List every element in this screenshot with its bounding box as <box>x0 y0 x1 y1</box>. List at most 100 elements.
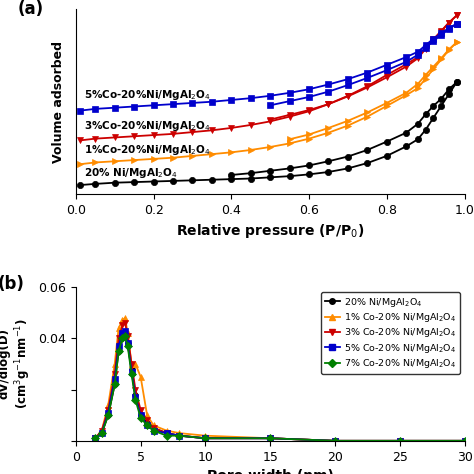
X-axis label: Pore width (nm): Pore width (nm) <box>207 469 334 474</box>
1% Co-20% Ni/MgAl$_2$O$_4$ <box>177 430 182 436</box>
7% Co-20% Ni/MgAl$_2$O$_4$ <box>267 436 273 441</box>
1% Co-20% Ni/MgAl$_2$O$_4$ <box>138 374 144 380</box>
3% Co-20% Ni/MgAl$_2$O$_4$ <box>202 436 208 441</box>
1% Co-20% Ni/MgAl$_2$O$_4$ <box>92 436 98 441</box>
3% Co-20% Ni/MgAl$_2$O$_4$ <box>332 438 338 444</box>
Text: (b): (b) <box>0 275 25 293</box>
1% Co-20% Ni/MgAl$_2$O$_4$ <box>129 361 135 367</box>
7% Co-20% Ni/MgAl$_2$O$_4$ <box>177 433 182 438</box>
Text: 20% Ni/MgAl$_2$O$_4$: 20% Ni/MgAl$_2$O$_4$ <box>83 166 178 180</box>
5% Co-20% Ni/MgAl$_2$O$_4$ <box>119 330 125 336</box>
Text: (a): (a) <box>18 0 44 18</box>
3% Co-20% Ni/MgAl$_2$O$_4$ <box>116 336 121 341</box>
20% Ni/MgAl$_2$O$_4$ <box>332 438 338 444</box>
7% Co-20% Ni/MgAl$_2$O$_4$ <box>99 430 105 436</box>
3% Co-20% Ni/MgAl$_2$O$_4$ <box>105 407 111 413</box>
3% Co-20% Ni/MgAl$_2$O$_4$ <box>144 418 150 423</box>
1% Co-20% Ni/MgAl$_2$O$_4$ <box>164 428 169 433</box>
20% Ni/MgAl$_2$O$_4$ <box>397 438 402 444</box>
20% Ni/MgAl$_2$O$_4$ <box>122 333 128 338</box>
X-axis label: Relative pressure (P/P$_0$): Relative pressure (P/P$_0$) <box>176 222 364 240</box>
7% Co-20% Ni/MgAl$_2$O$_4$ <box>144 423 150 428</box>
7% Co-20% Ni/MgAl$_2$O$_4$ <box>125 343 130 349</box>
1% Co-20% Ni/MgAl$_2$O$_4$ <box>202 433 208 438</box>
20% Ni/MgAl$_2$O$_4$ <box>138 412 144 418</box>
20% Ni/MgAl$_2$O$_4$ <box>105 412 111 418</box>
7% Co-20% Ni/MgAl$_2$O$_4$ <box>332 438 338 444</box>
3% Co-20% Ni/MgAl$_2$O$_4$ <box>462 438 467 444</box>
7% Co-20% Ni/MgAl$_2$O$_4$ <box>133 397 138 402</box>
Line: 3% Co-20% Ni/MgAl$_2$O$_4$: 3% Co-20% Ni/MgAl$_2$O$_4$ <box>92 320 467 444</box>
3% Co-20% Ni/MgAl$_2$O$_4$ <box>177 433 182 438</box>
3% Co-20% Ni/MgAl$_2$O$_4$ <box>129 361 135 367</box>
3% Co-20% Ni/MgAl$_2$O$_4$ <box>267 436 273 441</box>
5% Co-20% Ni/MgAl$_2$O$_4$ <box>129 369 135 374</box>
Y-axis label: dV/dlog(D)
(cm$^3$g$^{-1}$nm$^{-1}$): dV/dlog(D) (cm$^3$g$^{-1}$nm$^{-1}$) <box>0 319 33 410</box>
5% Co-20% Ni/MgAl$_2$O$_4$ <box>332 438 338 444</box>
3% Co-20% Ni/MgAl$_2$O$_4$ <box>125 333 130 338</box>
Text: 5%Co-20%Ni/MgAl$_2$O$_4$: 5%Co-20%Ni/MgAl$_2$O$_4$ <box>83 88 210 102</box>
1% Co-20% Ni/MgAl$_2$O$_4$ <box>267 436 273 441</box>
3% Co-20% Ni/MgAl$_2$O$_4$ <box>92 436 98 441</box>
3% Co-20% Ni/MgAl$_2$O$_4$ <box>122 320 128 326</box>
7% Co-20% Ni/MgAl$_2$O$_4$ <box>129 371 135 377</box>
1% Co-20% Ni/MgAl$_2$O$_4$ <box>332 438 338 444</box>
1% Co-20% Ni/MgAl$_2$O$_4$ <box>119 318 125 323</box>
20% Ni/MgAl$_2$O$_4$ <box>177 433 182 438</box>
3% Co-20% Ni/MgAl$_2$O$_4$ <box>151 425 156 431</box>
5% Co-20% Ni/MgAl$_2$O$_4$ <box>144 423 150 428</box>
5% Co-20% Ni/MgAl$_2$O$_4$ <box>397 438 402 444</box>
1% Co-20% Ni/MgAl$_2$O$_4$ <box>122 315 128 320</box>
5% Co-20% Ni/MgAl$_2$O$_4$ <box>177 433 182 438</box>
7% Co-20% Ni/MgAl$_2$O$_4$ <box>151 428 156 433</box>
7% Co-20% Ni/MgAl$_2$O$_4$ <box>164 433 169 438</box>
20% Ni/MgAl$_2$O$_4$ <box>202 436 208 441</box>
Text: 3%Co-20%Ni/MgAl$_2$O$_4$: 3%Co-20%Ni/MgAl$_2$O$_4$ <box>83 118 210 133</box>
5% Co-20% Ni/MgAl$_2$O$_4$ <box>112 376 118 382</box>
7% Co-20% Ni/MgAl$_2$O$_4$ <box>122 333 128 338</box>
Text: 1%Co-20%Ni/MgAl$_2$O$_4$: 1%Co-20%Ni/MgAl$_2$O$_4$ <box>83 143 210 157</box>
Line: 20% Ni/MgAl$_2$O$_4$: 20% Ni/MgAl$_2$O$_4$ <box>92 333 467 444</box>
5% Co-20% Ni/MgAl$_2$O$_4$ <box>116 343 121 349</box>
3% Co-20% Ni/MgAl$_2$O$_4$ <box>112 371 118 377</box>
5% Co-20% Ni/MgAl$_2$O$_4$ <box>151 428 156 433</box>
5% Co-20% Ni/MgAl$_2$O$_4$ <box>202 436 208 441</box>
Y-axis label: Volume adsorbed: Volume adsorbed <box>53 41 65 163</box>
Line: 1% Co-20% Ni/MgAl$_2$O$_4$: 1% Co-20% Ni/MgAl$_2$O$_4$ <box>92 315 467 444</box>
5% Co-20% Ni/MgAl$_2$O$_4$ <box>105 410 111 416</box>
3% Co-20% Ni/MgAl$_2$O$_4$ <box>164 430 169 436</box>
5% Co-20% Ni/MgAl$_2$O$_4$ <box>99 430 105 436</box>
20% Ni/MgAl$_2$O$_4$ <box>116 348 121 354</box>
7% Co-20% Ni/MgAl$_2$O$_4$ <box>92 436 98 441</box>
3% Co-20% Ni/MgAl$_2$O$_4$ <box>119 323 125 328</box>
20% Ni/MgAl$_2$O$_4$ <box>462 438 467 444</box>
20% Ni/MgAl$_2$O$_4$ <box>99 430 105 436</box>
3% Co-20% Ni/MgAl$_2$O$_4$ <box>397 438 402 444</box>
7% Co-20% Ni/MgAl$_2$O$_4$ <box>397 438 402 444</box>
20% Ni/MgAl$_2$O$_4$ <box>112 382 118 387</box>
5% Co-20% Ni/MgAl$_2$O$_4$ <box>133 394 138 400</box>
1% Co-20% Ni/MgAl$_2$O$_4$ <box>125 330 130 336</box>
20% Ni/MgAl$_2$O$_4$ <box>164 430 169 436</box>
5% Co-20% Ni/MgAl$_2$O$_4$ <box>164 430 169 436</box>
20% Ni/MgAl$_2$O$_4$ <box>92 436 98 441</box>
20% Ni/MgAl$_2$O$_4$ <box>129 366 135 372</box>
Line: 5% Co-20% Ni/MgAl$_2$O$_4$: 5% Co-20% Ni/MgAl$_2$O$_4$ <box>92 328 467 444</box>
7% Co-20% Ni/MgAl$_2$O$_4$ <box>116 348 121 354</box>
3% Co-20% Ni/MgAl$_2$O$_4$ <box>133 387 138 392</box>
5% Co-20% Ni/MgAl$_2$O$_4$ <box>267 436 273 441</box>
Line: 7% Co-20% Ni/MgAl$_2$O$_4$: 7% Co-20% Ni/MgAl$_2$O$_4$ <box>92 333 467 444</box>
3% Co-20% Ni/MgAl$_2$O$_4$ <box>99 428 105 433</box>
7% Co-20% Ni/MgAl$_2$O$_4$ <box>105 412 111 418</box>
1% Co-20% Ni/MgAl$_2$O$_4$ <box>397 438 402 444</box>
20% Ni/MgAl$_2$O$_4$ <box>144 420 150 426</box>
7% Co-20% Ni/MgAl$_2$O$_4$ <box>462 438 467 444</box>
20% Ni/MgAl$_2$O$_4$ <box>151 425 156 431</box>
Legend: 20% Ni/MgAl$_2$O$_4$, 1% Co-20% Ni/MgAl$_2$O$_4$, 3% Co-20% Ni/MgAl$_2$O$_4$, 5%: 20% Ni/MgAl$_2$O$_4$, 1% Co-20% Ni/MgAl$… <box>321 292 460 374</box>
1% Co-20% Ni/MgAl$_2$O$_4$ <box>116 325 121 331</box>
3% Co-20% Ni/MgAl$_2$O$_4$ <box>138 407 144 413</box>
1% Co-20% Ni/MgAl$_2$O$_4$ <box>99 428 105 433</box>
1% Co-20% Ni/MgAl$_2$O$_4$ <box>151 423 156 428</box>
7% Co-20% Ni/MgAl$_2$O$_4$ <box>119 336 125 341</box>
20% Ni/MgAl$_2$O$_4$ <box>133 392 138 398</box>
